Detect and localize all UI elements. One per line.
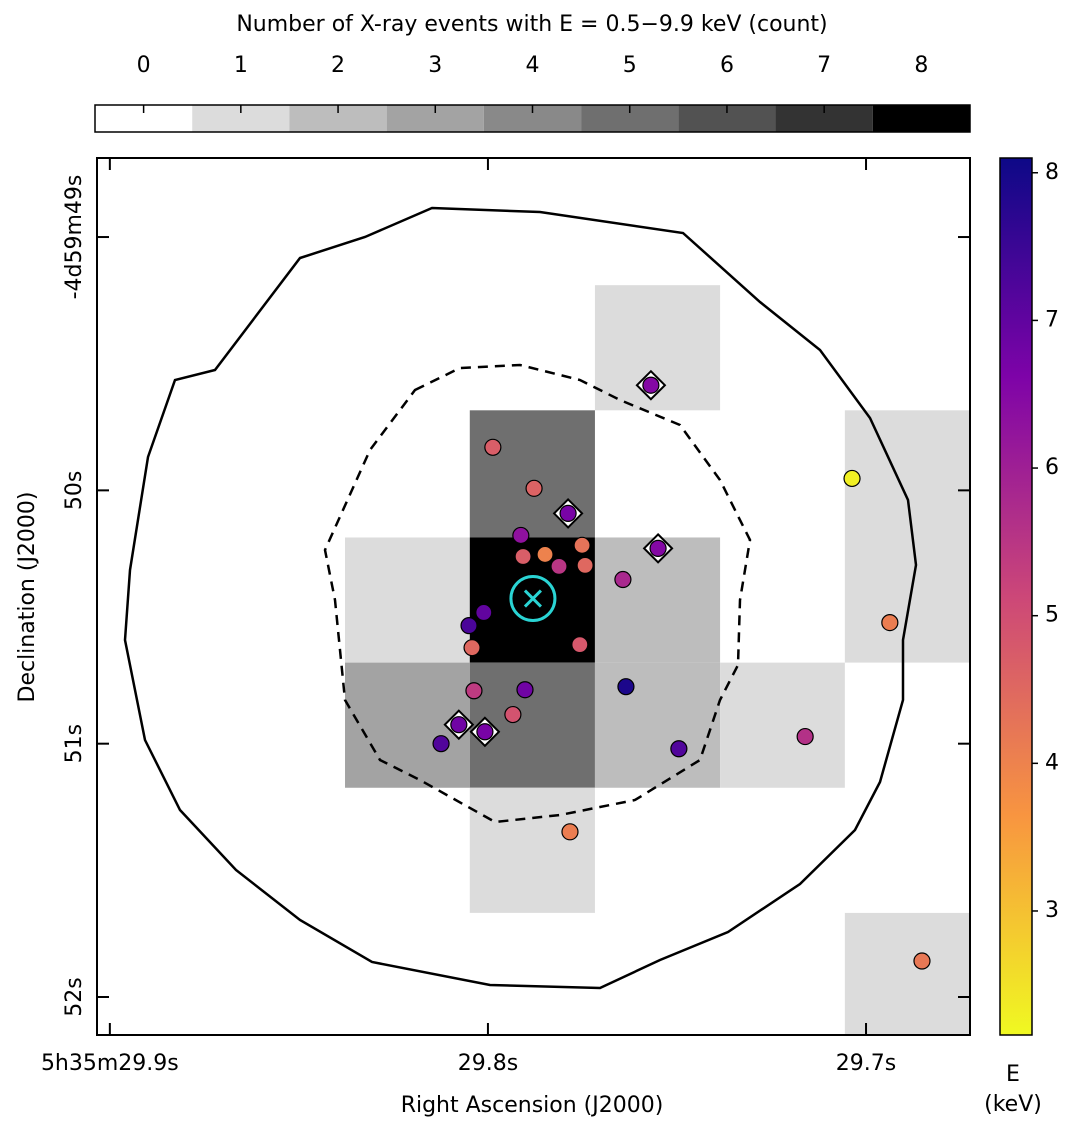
energy-tick-label: 6 [1045, 455, 1059, 480]
page: {"chart_data": { "type": "scatter", "tit… [0, 0, 1073, 1124]
event [451, 717, 467, 733]
event [844, 470, 860, 486]
event [477, 724, 493, 740]
chart: Number of X-ray events with E = 0.5−9.9 … [0, 0, 1073, 1124]
event [618, 679, 634, 695]
event [551, 558, 567, 574]
event [572, 637, 588, 653]
x-tick-label: 29.8s [458, 1051, 518, 1076]
colorbar-tick-label: 3 [428, 53, 442, 78]
event [574, 537, 590, 553]
y-tick-label: 52s [62, 977, 87, 1016]
count-colorbar: 0 1 2 3 4 5 6 7 8 [95, 53, 970, 132]
heatmap-cell [345, 537, 470, 662]
colorbar-tick-label: 0 [137, 53, 151, 78]
y-tick-label: -4d59m49s [62, 175, 87, 300]
event [526, 480, 542, 496]
energy-tick-label: 4 [1045, 750, 1059, 775]
event [560, 505, 576, 521]
event [513, 527, 529, 543]
event [505, 707, 521, 723]
event [464, 640, 480, 656]
colorbar-title: Number of X-ray events with E = 0.5−9.9 … [236, 12, 827, 37]
y-axis-label: Declination (J2000) [15, 492, 40, 703]
energy-tick-label: 8 [1045, 160, 1059, 185]
y-tick-label: 51s [62, 724, 87, 763]
event [562, 824, 578, 840]
x-tick-label: 29.7s [836, 1051, 896, 1076]
colorbar-tick-label: 8 [914, 53, 928, 78]
energy-tick-label: 7 [1045, 307, 1059, 332]
event [671, 741, 687, 757]
energy-tick-label: 3 [1045, 898, 1059, 923]
colorbar-tick-label: 7 [817, 53, 831, 78]
heatmap [345, 285, 970, 1035]
energy-tick-label: 5 [1045, 603, 1059, 628]
heatmap-cell [845, 410, 970, 537]
event [882, 615, 898, 631]
colorbar-tick-label: 2 [331, 53, 345, 78]
heatmap-cell [595, 663, 720, 788]
event [433, 736, 449, 752]
y-tick-label: 50s [62, 471, 87, 510]
x-axis-label: Right Ascension (J2000) [401, 1093, 664, 1118]
energy-label: (keV) [984, 1092, 1042, 1117]
energy-label: E [1006, 1062, 1020, 1087]
event [515, 548, 531, 564]
event [615, 572, 631, 588]
event [466, 683, 482, 699]
heatmap-cell [470, 788, 595, 913]
colorbar-tick-label: 6 [720, 53, 734, 78]
energy-colorbar [1000, 158, 1032, 1035]
heatmap-cell [845, 537, 970, 662]
event [650, 540, 666, 556]
event [517, 682, 533, 698]
event [476, 604, 492, 620]
event [577, 557, 593, 573]
event [485, 439, 501, 455]
event [643, 377, 659, 393]
heatmap-cell [845, 913, 970, 1035]
event [797, 729, 813, 745]
event [537, 546, 553, 562]
x-tick-label: 5h35m29.9s [41, 1051, 179, 1076]
colorbar-tick-label: 4 [526, 53, 540, 78]
event [461, 618, 477, 634]
heatmap-cell [720, 663, 845, 788]
event [914, 953, 930, 969]
colorbar-tick-label: 5 [623, 53, 637, 78]
colorbar-tick-label: 1 [234, 53, 248, 78]
